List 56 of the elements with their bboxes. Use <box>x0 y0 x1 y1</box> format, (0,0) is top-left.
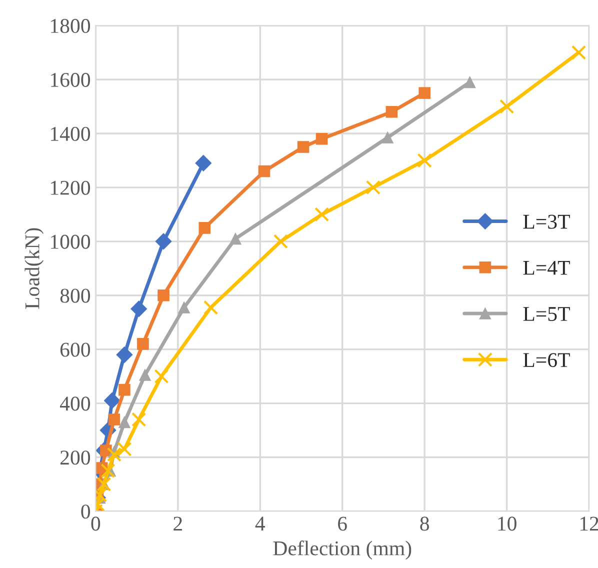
point <box>258 165 270 178</box>
x-tick-label: 10 <box>498 516 516 531</box>
y-axis-title: Load(kN) <box>24 228 44 309</box>
point <box>571 45 586 60</box>
y-tick-label: 800 <box>60 288 90 303</box>
point <box>500 99 514 114</box>
point <box>198 222 211 234</box>
point <box>230 232 242 245</box>
point <box>132 412 146 427</box>
point <box>316 132 328 145</box>
x-axis-title: Deflection (mm) <box>273 540 412 560</box>
point <box>314 207 330 222</box>
legend-label: L=3T <box>523 214 570 229</box>
point <box>104 392 120 409</box>
point <box>118 384 130 396</box>
point <box>417 153 432 168</box>
y-tick-label: 200 <box>60 450 90 465</box>
point <box>154 369 169 384</box>
point <box>155 233 172 250</box>
y-tick-label: 1800 <box>50 18 90 33</box>
y-tick-label: 0 <box>81 504 90 519</box>
point <box>382 132 394 144</box>
point <box>137 338 149 350</box>
y-tick-label: 1400 <box>50 126 90 141</box>
y-tick-label: 600 <box>60 342 90 357</box>
y-tick-label: 1200 <box>50 180 90 195</box>
point <box>117 442 132 456</box>
x-tick-label: 2 <box>174 516 182 531</box>
y-tick-label: 1600 <box>50 72 90 87</box>
point <box>178 302 190 314</box>
x-tick-label: 4 <box>255 516 266 531</box>
y-tick-label: 400 <box>60 396 90 411</box>
x-tick-label: 6 <box>338 516 347 531</box>
point <box>100 463 116 478</box>
point <box>366 180 380 195</box>
x-tick-label: 8 <box>420 516 429 531</box>
point <box>195 154 212 172</box>
point <box>273 234 288 249</box>
point <box>130 300 148 318</box>
x-tick-label: 12 <box>580 516 598 531</box>
point <box>158 289 170 302</box>
y-tick-label: 1000 <box>50 234 90 249</box>
point <box>116 346 133 363</box>
point <box>108 414 120 426</box>
point <box>106 447 122 462</box>
point <box>464 76 476 88</box>
point <box>297 141 310 153</box>
x-tick-label: 0 <box>91 516 100 531</box>
point <box>118 416 130 428</box>
point <box>139 369 151 381</box>
legend-label: L=5T <box>523 307 570 321</box>
point <box>386 106 398 118</box>
point <box>204 300 218 315</box>
legend-label: L=4T <box>523 260 570 275</box>
legend-label: L=6T <box>523 353 570 368</box>
point <box>418 87 430 99</box>
